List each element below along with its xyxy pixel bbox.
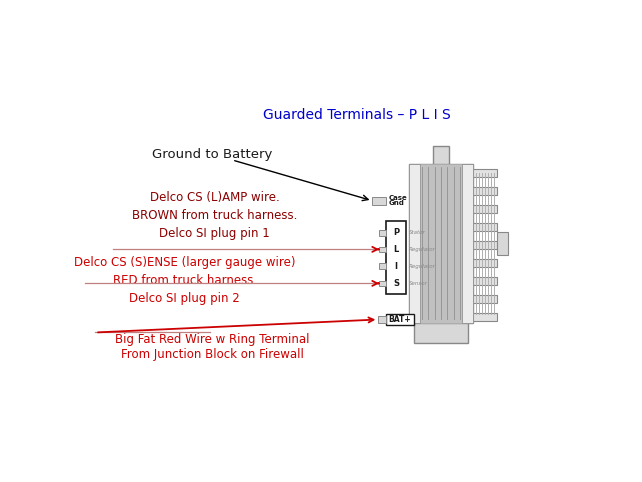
Bar [473, 187, 497, 195]
Bar [379, 230, 386, 236]
Bar [413, 323, 468, 343]
Text: Delco CS (S)ENSE (larger gauge wire): Delco CS (S)ENSE (larger gauge wire) [74, 256, 295, 269]
Text: P: P [393, 228, 399, 237]
Text: Case: Case [388, 195, 407, 201]
Text: BROWN from truck harness.: BROWN from truck harness. [132, 209, 297, 222]
Text: Delco SI plug pin 1: Delco SI plug pin 1 [159, 227, 270, 240]
Bar [462, 163, 473, 323]
Bar [386, 314, 413, 325]
Bar [473, 277, 497, 285]
Bar [497, 232, 508, 254]
Bar [473, 169, 497, 177]
Bar [379, 247, 386, 252]
Bar [378, 316, 386, 323]
Bar [379, 281, 386, 286]
Bar [473, 223, 497, 231]
Bar [408, 163, 420, 323]
Bar [473, 259, 497, 267]
Bar [408, 163, 473, 323]
Text: Guarded Terminals – P L I S: Guarded Terminals – P L I S [263, 108, 450, 122]
Text: Sensor: Sensor [409, 281, 428, 286]
Text: RED from truck harness.: RED from truck harness. [113, 274, 257, 287]
Text: Stator: Stator [409, 230, 426, 235]
Text: S: S [393, 279, 399, 288]
Text: Delco CS (L)AMP wire.: Delco CS (L)AMP wire. [150, 191, 279, 204]
Text: L: L [394, 245, 399, 254]
Bar [433, 146, 449, 163]
Text: Regulator: Regulator [409, 247, 435, 252]
Text: Gnd: Gnd [388, 201, 404, 206]
Bar [473, 295, 497, 303]
Text: BAT+: BAT+ [388, 315, 412, 324]
Bar [372, 197, 386, 205]
Text: Ground to Battery: Ground to Battery [152, 148, 272, 161]
Text: Regulator: Regulator [409, 264, 435, 268]
Bar [379, 263, 386, 269]
Bar [473, 241, 497, 249]
Bar [386, 221, 406, 294]
Text: From Junction Block on Firewall: From Junction Block on Firewall [121, 348, 304, 361]
Bar [473, 205, 497, 213]
Text: Delco SI plug pin 2: Delco SI plug pin 2 [129, 292, 240, 305]
Text: Big Fat Red Wire w Ring Terminal: Big Fat Red Wire w Ring Terminal [115, 334, 309, 347]
Bar [473, 313, 497, 321]
Bar [420, 163, 462, 323]
Text: I: I [395, 262, 397, 270]
